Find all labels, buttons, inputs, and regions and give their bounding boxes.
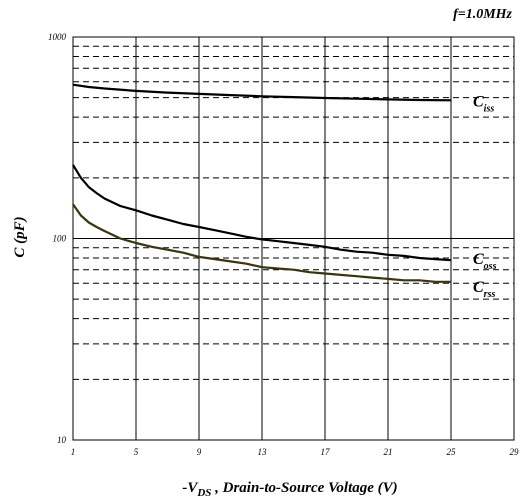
x-tick-label: 13: [258, 447, 268, 457]
series-label-sub: oss: [484, 261, 497, 272]
series-line-oss: [72, 164, 452, 262]
frequency-annotation: f=1.0MHz: [453, 7, 512, 22]
x-axis-title-subscript: DS: [196, 487, 211, 499]
series-label-iss: Ciss: [473, 93, 494, 114]
series-lines: [72, 83, 452, 283]
y-tick-label: 10: [57, 435, 67, 445]
x-axis-title-suffix: , Drain-to-Source Voltage (V): [211, 480, 397, 496]
x-tick-label: 21: [384, 447, 393, 457]
series-line-iss: [72, 83, 452, 102]
x-axis-title: -VDS , Drain-to-Source Voltage (V): [182, 480, 397, 499]
x-tick-label: 17: [321, 447, 331, 457]
x-tick-label: 5: [134, 447, 139, 457]
x-tick-label: 1: [71, 447, 76, 457]
series-label-main: C: [473, 279, 484, 296]
x-tick-label: 25: [447, 447, 457, 457]
tick-labels: 1 5 9 13 17 21 25 29 10 100 1000: [48, 32, 519, 457]
x-axis-title-prefix: -V: [182, 480, 199, 496]
series-label-rss: Crss: [473, 279, 495, 300]
series-label-sub: rss: [484, 289, 496, 300]
x-tick-label: 29: [510, 447, 520, 457]
series-label-oss: Coss: [473, 251, 497, 272]
y-axis-title: C (pF): [12, 216, 28, 257]
x-tick-label: 9: [197, 447, 202, 457]
series-label-sub: iss: [484, 103, 495, 114]
y-tick-label: 100: [53, 234, 67, 244]
series-label-main: C: [473, 93, 484, 110]
grid: [73, 37, 514, 440]
y-tick-label: 1000: [48, 32, 67, 42]
plot-frame: [72, 36, 515, 441]
series-line-rss: [72, 203, 451, 283]
series-label-main: C: [473, 251, 484, 268]
